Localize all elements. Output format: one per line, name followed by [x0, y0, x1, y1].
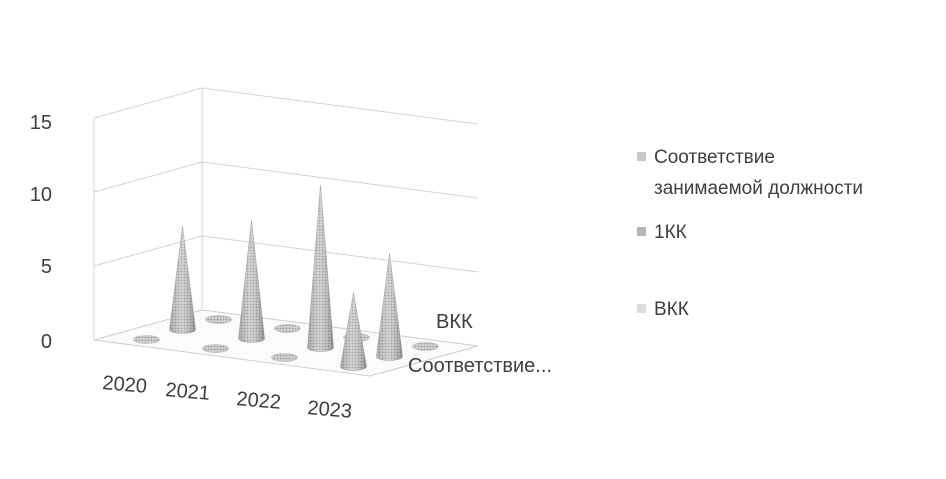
legend-label: ВКК — [654, 299, 689, 320]
x-tick-label: 2022 — [236, 388, 282, 414]
empty-bar-base — [205, 315, 232, 324]
empty-bar-base — [133, 335, 160, 344]
legend-swatch — [637, 152, 646, 161]
y-tick-label: 0 — [41, 331, 52, 353]
cone-bar — [340, 292, 367, 371]
depth-label-vkk: ВКК — [436, 311, 473, 333]
y-axis: 15 10 5 0 — [30, 112, 52, 353]
empty-bar-base — [271, 353, 298, 362]
legend-label: Соответствие — [654, 147, 775, 168]
x-tick-label: 2021 — [165, 379, 211, 405]
legend-label: 1КК — [654, 222, 687, 243]
legend-swatch — [637, 304, 646, 313]
gridline — [93, 161, 479, 199]
gridline — [93, 235, 479, 273]
cone-bar — [169, 225, 196, 334]
gridline — [93, 87, 479, 125]
cone-bar — [376, 252, 403, 361]
legend: Соответствие занимаемой должности 1КК ВК… — [637, 147, 863, 320]
y-tick-label: 10 — [30, 184, 52, 206]
y-tick-label: 5 — [41, 256, 52, 278]
y-tick-label: 15 — [30, 112, 52, 134]
cone-bar — [307, 184, 334, 352]
x-tick-label: 2020 — [102, 372, 148, 398]
legend-swatch — [637, 227, 646, 236]
empty-bar-base — [274, 324, 301, 333]
empty-bar-base — [412, 342, 439, 351]
empty-bar-base — [202, 344, 229, 353]
legend-label: занимаемой должности — [654, 178, 863, 199]
x-tick-label: 2023 — [307, 397, 353, 423]
depth-label-sootvetstvie: Соответствие... — [408, 355, 552, 377]
cone-bar — [238, 220, 265, 343]
depth-axis: ВКК Соответствие... — [408, 311, 552, 377]
x-axis: 2020 2021 2022 2023 — [102, 372, 353, 423]
chart-marks — [133, 184, 439, 371]
